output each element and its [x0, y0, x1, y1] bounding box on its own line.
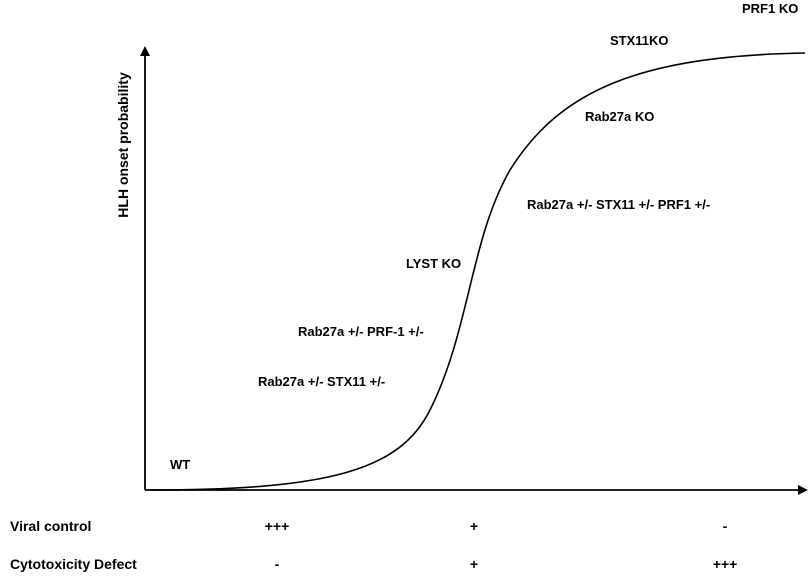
row-title-cytotoxicity-defect: Cytotoxicity Defect: [10, 556, 137, 572]
viral-control-low: +++: [265, 518, 290, 534]
viral-control-high: -: [723, 518, 728, 534]
y-axis-label: HLH onset probability: [115, 72, 131, 218]
label-triple-het: Rab27a +/- STX11 +/- PRF1 +/-: [527, 197, 710, 212]
label-rab27a-ko: Rab27a KO: [585, 109, 654, 124]
viral-control-mid: +: [470, 518, 478, 534]
label-prf1-ko: PRF1 KO: [742, 1, 798, 16]
label-rab27a-stx11-het: Rab27a +/- STX11 +/-: [258, 374, 385, 389]
onset-curve: [149, 52, 806, 491]
cytotoxicity-defect-low: -: [275, 556, 280, 572]
label-rab27a-prf1-het: Rab27a +/- PRF-1 +/-: [298, 324, 424, 339]
label-stx11-ko: STX11KO: [610, 33, 669, 48]
cytotoxicity-defect-mid: +: [470, 556, 478, 572]
row-title-viral-control: Viral control: [10, 518, 91, 534]
label-wt: WT: [170, 457, 190, 472]
cytotoxicity-defect-high: +++: [713, 556, 738, 572]
label-lyst-ko: LYST KO: [406, 256, 461, 271]
